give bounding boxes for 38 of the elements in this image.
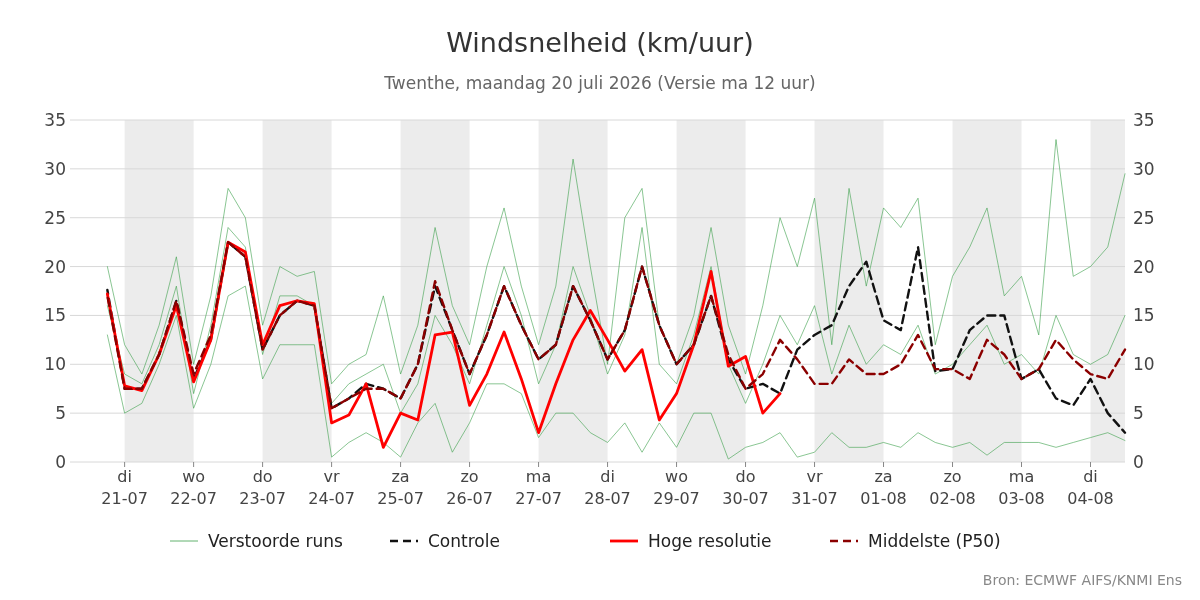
legend-label: Hoge resolutie bbox=[648, 531, 772, 551]
x-tick-label: za 01-08 bbox=[860, 467, 907, 508]
y-tick-label: 20 bbox=[44, 256, 66, 277]
y-tick-label: 35 bbox=[44, 110, 66, 130]
x-tick-label: vr 24-07 bbox=[308, 467, 355, 508]
y-tick-label: 25 bbox=[44, 207, 66, 228]
x-tick-label: di 04-08 bbox=[1067, 467, 1114, 508]
x-tick-label: za 25-07 bbox=[377, 467, 424, 508]
y-tick-label: 5 bbox=[55, 403, 66, 424]
x-tick-label: zo 26-07 bbox=[446, 467, 493, 508]
x-tick-label: di 28-07 bbox=[584, 467, 631, 508]
text: Bron: ECMWF AIFS/KNMI Ens bbox=[982, 572, 1182, 588]
legend-label: Controle bbox=[428, 531, 500, 551]
y2-tick-label: 0 bbox=[1133, 452, 1144, 472]
y-tick-label: 10 bbox=[44, 354, 66, 375]
x-tick-label: vr 31-07 bbox=[791, 467, 838, 508]
chart-title: Windsnelheid (km/uur) bbox=[446, 27, 754, 58]
legend-label: Middelste (P50) bbox=[868, 531, 1001, 551]
x-tick-label: do 23-07 bbox=[239, 467, 286, 508]
y2-tick-label: 5 bbox=[1133, 403, 1144, 424]
y-tick-label: 30 bbox=[44, 158, 66, 179]
x-tick-label: wo 22-07 bbox=[170, 467, 217, 508]
x-tick-label: ma 03-08 bbox=[998, 467, 1045, 508]
x-tick-label: zo 02-08 bbox=[929, 467, 976, 508]
y2-tick-label: 15 bbox=[1133, 305, 1155, 326]
y2-tick-label: 10 bbox=[1133, 354, 1155, 375]
y-tick-label: 0 bbox=[55, 452, 66, 472]
x-tick-label: wo 29-07 bbox=[653, 467, 700, 508]
chart-subtitle: Twenthe, maandag 20 juli 2026 (Versie ma 12 uur) bbox=[383, 73, 816, 93]
y2-tick-label: 30 bbox=[1133, 158, 1155, 179]
x-tick-label: di 21-07 bbox=[101, 467, 148, 508]
y-tick-label: 15 bbox=[44, 305, 66, 326]
legend-label: Verstoorde runs bbox=[208, 531, 343, 551]
x-tick-label: ma 27-07 bbox=[515, 467, 562, 508]
y2-tick-label: 20 bbox=[1133, 256, 1155, 277]
y2-tick-label: 25 bbox=[1133, 207, 1155, 228]
y2-tick-label: 35 bbox=[1133, 110, 1155, 130]
x-tick-label: do 30-07 bbox=[722, 467, 769, 508]
